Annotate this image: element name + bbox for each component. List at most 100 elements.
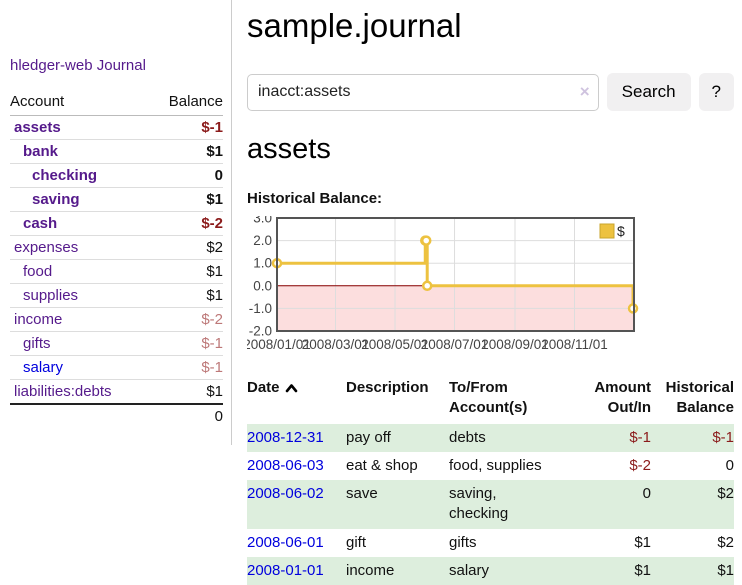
svg-text:1.0: 1.0 <box>253 256 272 271</box>
account-balance: $1 <box>206 383 223 400</box>
account-balance: $-2 <box>148 211 223 236</box>
register-header-date[interactable]: Date <box>247 376 346 424</box>
transaction-accounts: gifts <box>449 533 477 551</box>
account-link[interactable]: supplies <box>23 287 79 304</box>
account-link[interactable]: bank <box>23 143 59 160</box>
account-balance: $-1 <box>148 355 223 380</box>
page-title: sample.journal <box>247 7 462 44</box>
svg-text:2008/03/01: 2008/03/01 <box>302 337 370 352</box>
account-row: income $-2 <box>10 307 223 332</box>
chart-title: Historical Balance: <box>247 190 383 207</box>
transaction-balance: $-1 <box>712 428 734 446</box>
account-row: liabilities:debts $1 <box>10 380 223 405</box>
register-header-accounts: To/From Account(s) <box>449 379 528 417</box>
sidebar: hledger-web Journal Account Balance asse… <box>0 0 231 428</box>
transaction-accounts: salary <box>449 561 490 579</box>
transaction-balance: $1 <box>717 561 734 579</box>
account-balance: $1 <box>148 283 223 308</box>
account-balance: $1 <box>148 259 223 284</box>
svg-text:2008/11/01: 2008/11/01 <box>541 337 608 352</box>
svg-text:0.0: 0.0 <box>253 278 272 293</box>
table-row: 2008-06-03 eat & shop food, supplies $-2 0 <box>247 452 734 480</box>
register-header-amount: Amount Out/In <box>594 379 651 417</box>
account-link[interactable]: saving <box>32 191 80 208</box>
svg-text:2008/09/01: 2008/09/01 <box>481 337 549 352</box>
svg-text:2008/05/01: 2008/05/01 <box>361 337 429 352</box>
transaction-description: eat & shop <box>346 456 418 474</box>
transaction-amount: $1 <box>634 533 651 551</box>
sidebar-divider <box>231 0 232 445</box>
account-balance: $-2 <box>148 307 223 332</box>
transaction-date-link[interactable]: 2008-06-02 <box>247 485 324 502</box>
account-row: food $1 <box>10 259 223 284</box>
account-link[interactable]: salary <box>23 359 64 376</box>
transaction-balance: $2 <box>717 485 734 502</box>
svg-text:2.0: 2.0 <box>253 233 272 248</box>
account-link[interactable]: income <box>14 311 63 328</box>
account-row: gifts $-1 <box>10 331 223 356</box>
accounts-total-value: 0 <box>148 403 223 428</box>
transaction-amount: $-2 <box>629 456 651 474</box>
register-header-description: Description <box>346 379 429 396</box>
accounts-header-balance: Balance <box>148 91 223 116</box>
table-row: 2008-06-01 gift gifts $1 $2 <box>247 529 734 557</box>
historical-balance-chart: $3.0 2.0 1.0 0.0 -1.0 -2.0 2008/01/01 2008/03/0… <box>247 216 734 355</box>
account-row: checking 0 <box>10 163 223 188</box>
account-row: assets $-1 <box>10 115 223 140</box>
transaction-date-link[interactable]: 2008-01-01 <box>247 561 324 579</box>
transaction-amount: $-1 <box>629 428 651 446</box>
svg-text:2008/07/01: 2008/07/01 <box>421 337 489 352</box>
svg-text:$: $ <box>617 223 625 239</box>
transaction-description: gift <box>346 533 367 551</box>
account-row: bank $1 <box>10 139 223 164</box>
accounts-table: Account Balance assets $-1 bank $1 checking 0… <box>10 91 223 428</box>
account-row: supplies $1 <box>10 283 223 308</box>
account-link[interactable]: cash <box>23 215 58 232</box>
transaction-balance: 0 <box>725 456 734 474</box>
app-title-link[interactable]: hledger-web <box>10 57 93 74</box>
transaction-amount: $1 <box>634 561 651 579</box>
accounts-header-account: Account <box>10 91 149 116</box>
transaction-accounts: food, supplies <box>449 456 542 474</box>
account-link[interactable]: gifts <box>23 335 51 352</box>
account-row: expenses $2 <box>10 235 223 260</box>
table-row: 2008-12-31 pay off debts $-1 $-1 <box>247 423 734 452</box>
accounts-total-row: 0 <box>10 403 223 428</box>
search-button[interactable]: Search <box>606 73 691 111</box>
account-link[interactable]: checking <box>32 167 98 184</box>
main-content: sample.journal × Search ? assets Histori… <box>231 0 742 585</box>
transaction-description: pay off <box>346 428 391 446</box>
sort-ascending-icon <box>285 379 298 399</box>
search-field-wrap: × <box>247 73 599 111</box>
svg-text:-2.0: -2.0 <box>249 324 272 339</box>
account-link[interactable]: assets <box>14 119 61 136</box>
account-link[interactable]: liabilities:debts <box>14 383 112 400</box>
transaction-amount: 0 <box>642 485 651 502</box>
account-row: salary $-1 <box>10 355 223 380</box>
account-link[interactable]: expenses <box>14 239 79 256</box>
sidebar-item-journal[interactable]: Journal <box>96 57 146 74</box>
clear-search-icon[interactable]: × <box>579 81 590 101</box>
table-row: 2008-01-01 income salary $1 $1 <box>247 556 734 585</box>
account-balance: $1 <box>148 139 223 164</box>
transaction-description: income <box>346 561 395 579</box>
account-balance: $2 <box>148 235 223 260</box>
transaction-accounts: debts <box>449 428 486 446</box>
transaction-date-link[interactable]: 2008-06-03 <box>247 456 324 474</box>
table-row: 2008-06-02 save saving, checking 0 $2 <box>247 480 734 529</box>
search-input[interactable] <box>247 73 599 111</box>
register-table: Date Description To/From Account(s) Amou… <box>247 376 734 585</box>
account-balance: $1 <box>148 187 223 212</box>
help-button[interactable]: ? <box>698 73 734 111</box>
svg-text:3.0: 3.0 <box>253 216 272 226</box>
account-row: cash $-2 <box>10 211 223 236</box>
account-row: saving $1 <box>10 187 223 212</box>
svg-text:-1.0: -1.0 <box>249 301 272 316</box>
svg-text:2008/01/01: 2008/01/01 <box>247 337 311 352</box>
account-balance: $-1 <box>148 331 223 356</box>
transaction-date-link[interactable]: 2008-06-01 <box>247 533 324 551</box>
transaction-balance: $2 <box>717 533 734 551</box>
account-link[interactable]: food <box>23 263 53 280</box>
transaction-date-link[interactable]: 2008-12-31 <box>247 428 324 446</box>
account-balance: $-1 <box>148 115 223 140</box>
